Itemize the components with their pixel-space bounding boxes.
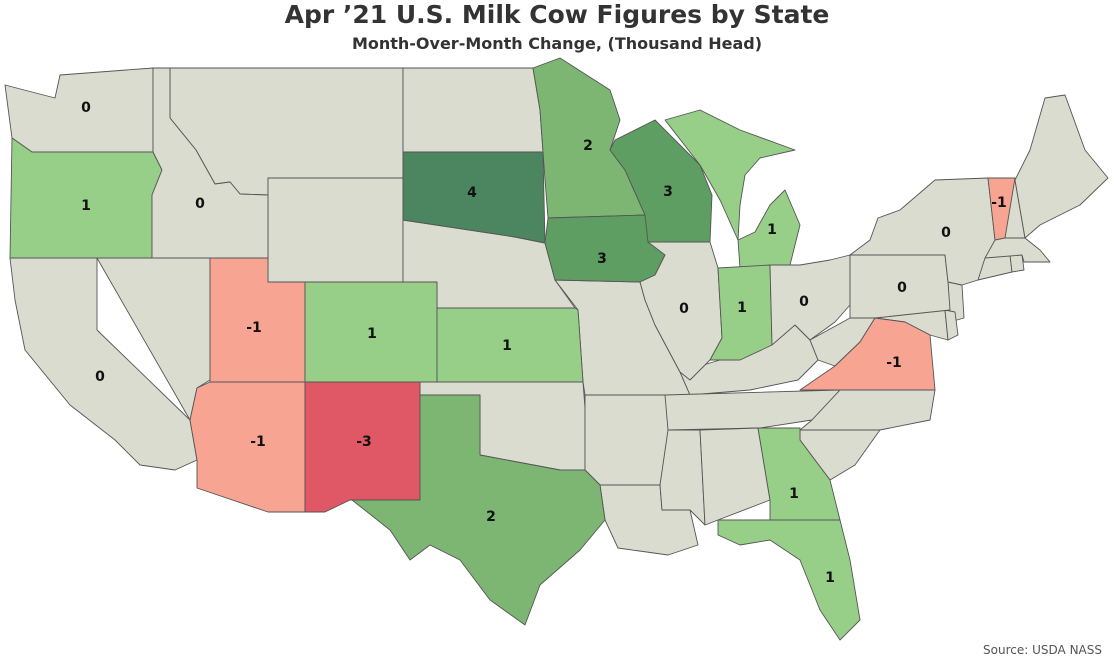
label-IN: 1	[737, 300, 747, 316]
state-ME[interactable]	[1014, 94, 1109, 239]
state-MI[interactable]	[664, 109, 801, 269]
label-ID: 0	[195, 196, 205, 212]
label-OH: 0	[799, 294, 809, 310]
label-PA: 0	[897, 280, 907, 296]
state-AZ[interactable]	[189, 381, 306, 513]
state-VT[interactable]	[987, 177, 1016, 241]
label-VA: -1	[886, 355, 902, 371]
label-TX: 2	[486, 509, 496, 525]
label-CO: 1	[367, 326, 377, 342]
state-GA[interactable]	[757, 427, 841, 521]
label-OR: 1	[81, 198, 91, 214]
label-MI: 1	[767, 222, 777, 238]
state-DE[interactable]	[944, 309, 959, 341]
state-WA[interactable]	[4, 67, 154, 153]
label-CA: 0	[95, 369, 105, 385]
labeled-states	[4, 57, 1016, 641]
label-MN: 2	[583, 138, 593, 154]
label-VT: -1	[991, 195, 1007, 211]
state-TN[interactable]	[664, 389, 841, 431]
source-note: Source: USDA NASS	[983, 643, 1102, 657]
label-GA: 1	[789, 486, 799, 502]
label-NY: 0	[941, 225, 951, 241]
state-KS[interactable]	[436, 307, 584, 383]
label-NM: -3	[356, 434, 372, 450]
label-SD: 4	[467, 185, 477, 201]
map-title: Apr ’21 U.S. Milk Cow Figures by State	[284, 0, 830, 29]
label-FL: 1	[825, 570, 835, 586]
map-subtitle: Month-Over-Month Change, (Thousand Head)	[351, 34, 763, 53]
label-IL: 0	[679, 301, 689, 317]
state-ND[interactable]	[402, 67, 544, 153]
state-CA[interactable]	[9, 257, 198, 471]
label-WA: 0	[81, 100, 91, 116]
label-UT: -1	[246, 320, 262, 336]
state-SD[interactable]	[402, 151, 546, 244]
state-RI[interactable]	[1009, 254, 1025, 273]
state-TX[interactable]	[351, 394, 606, 626]
label-IA: 3	[597, 251, 607, 267]
state-VA[interactable]	[799, 317, 936, 391]
label-KS: 1	[502, 338, 512, 354]
label-AZ: -1	[250, 434, 266, 450]
state-MA[interactable]	[984, 237, 1051, 263]
state-AL[interactable]	[699, 427, 771, 526]
state-ID[interactable]	[151, 67, 269, 259]
neutral-states	[96, 67, 1109, 556]
state-OH[interactable]	[769, 254, 851, 346]
state-WY[interactable]	[267, 177, 404, 283]
state-FL[interactable]	[717, 519, 861, 641]
label-WI: 3	[663, 184, 673, 200]
state-labels: 0 1 0 0 -1 -1 -3 1 4 1 2 2 3 3 0 1 1 0 0…	[81, 100, 1007, 586]
